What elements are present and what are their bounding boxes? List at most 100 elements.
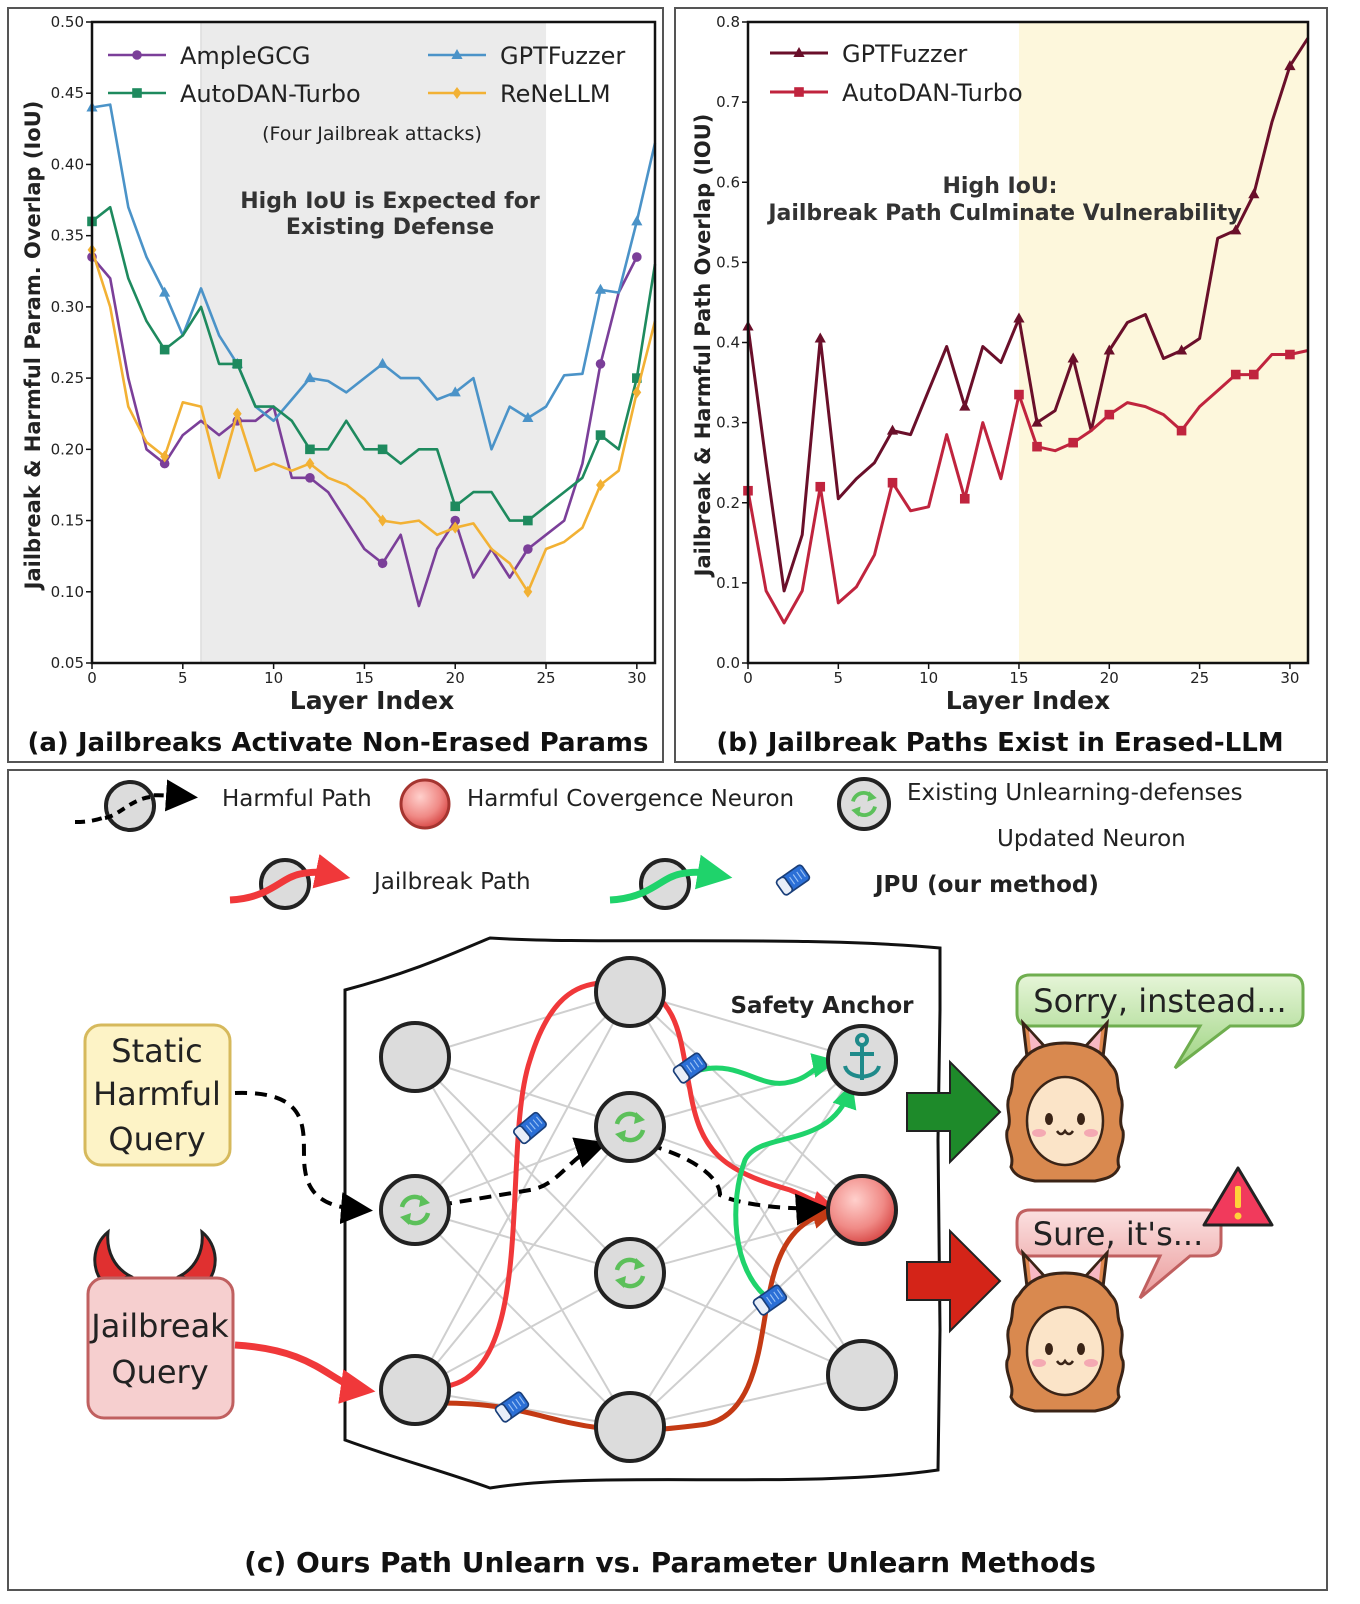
chart-b-xtick-label: 10: [919, 669, 938, 687]
harmful-path-2: [649, 1143, 828, 1226]
chart-b-ylabel: Jailbreak & Harmful Path Overlap (IOU): [691, 114, 715, 579]
chart-b-xtick-label: 20: [1100, 669, 1119, 687]
chart-a-legend-label-amplegcg: AmpleGCG: [180, 42, 310, 70]
static-query-line-2: Harmful: [93, 1075, 221, 1113]
safe-reply-bubble: Sorry, instead...: [1015, 973, 1305, 1070]
chart-a-highlight-region: [200, 22, 547, 663]
chart-b-point-autodan-turbo: [1014, 389, 1024, 400]
chart-a-point-autodan-turbo: [232, 359, 243, 369]
chart-b-ytick-label: 0.2: [716, 494, 740, 512]
jpu-path-1: [699, 1053, 838, 1086]
chart-a-ytick-label: 0.20: [51, 440, 84, 458]
legend-jailbreak-path: Jailbreak Path: [229, 854, 531, 910]
jailbreak-query-box: [86, 1276, 235, 1420]
legend-jpu: JPU (our method): [609, 854, 1099, 910]
chart-a-xtick-label: 25: [536, 669, 555, 687]
chart-a-point-renellm: [378, 514, 387, 527]
panel-a-caption: (a) Jailbreaks Activate Non-Erased Param…: [28, 728, 649, 758]
chart-a-ytick-label: 0.40: [51, 155, 84, 173]
chart-a-xlabel: Layer Index: [290, 686, 454, 715]
chart-a-point-autodan-turbo: [450, 501, 461, 512]
chart-a-point-amplegcg: [450, 515, 461, 526]
chart-b-point-gptfuzzer: [1175, 344, 1188, 355]
unsafe-output-arrow: [906, 1228, 1002, 1334]
jpu-path-2: [733, 1082, 857, 1302]
chart-a-point-amplegcg: [632, 252, 642, 262]
neuron-updated: [594, 1091, 666, 1163]
panel-b-caption: (b) Jailbreak Paths Exist in Erased-LLM: [716, 728, 1283, 758]
jailbreak-query-line-1: Jailbreak: [89, 1307, 229, 1345]
chart-b-point-gptfuzzer: [1230, 224, 1242, 235]
chart-a-point-renellm: [232, 407, 242, 420]
legend-harmful-path-label: Harmful Path: [222, 786, 372, 812]
chart-b-ytick-label: 0.6: [716, 173, 740, 191]
jailbreak-query-path: [234, 1341, 376, 1404]
chart-b-ytick-label: 0.3: [716, 414, 740, 432]
chart-b-xtick-label: 25: [1190, 669, 1209, 687]
chart-a-legend-marker-renellm: [452, 87, 462, 99]
chart-b-ytick-label: 0.8: [716, 13, 740, 31]
jailbreak-query-line-2: Query: [111, 1353, 208, 1391]
chart-b-legend-marker-gptfuzzer: [793, 47, 805, 57]
chart-a-point-gptfuzzer: [159, 286, 171, 297]
chart-a-legend-label-renellm: ReNeLLM: [500, 80, 611, 108]
chart-a-ytick-label: 0.10: [51, 583, 84, 601]
chart-b-ytick-label: 0.0: [716, 654, 740, 672]
chart-b-legend: GPTFuzzer AutoDAN-Turbo: [770, 40, 1023, 107]
chart-b-series-gptfuzzer: [746, 37, 1310, 593]
chart-a-point-gptfuzzer: [376, 357, 389, 368]
neuron: [594, 956, 666, 1028]
chart-b-point-autodan-turbo: [1104, 409, 1115, 420]
chart-b-point-autodan-turbo: [1068, 437, 1078, 448]
chart-b-ytick-label: 0.7: [716, 93, 740, 111]
chart-a-point-renellm: [632, 386, 642, 399]
chart-b-legend-marker-autodan-turbo: [794, 87, 804, 97]
legend-jpu-label: JPU (our method): [873, 872, 1099, 898]
chart-a-series-gptfuzzer: [91, 103, 657, 451]
chart-b-xtick-label: 15: [1009, 669, 1028, 687]
chart-b-series-autodan-turbo: [746, 349, 1309, 625]
static-query-line-1: Static: [111, 1032, 203, 1070]
panel-a-frame: [7, 7, 664, 763]
legend-jailbreak-path-label: Jailbreak Path: [372, 869, 531, 895]
chart-b-point-autodan-turbo: [1230, 369, 1241, 380]
safe-reply-text: Sorry, instead...: [1033, 982, 1286, 1020]
chart-b: 0 5 10 15 20 25 300.00.10.20.30.40.50.60.70.8 …: [691, 13, 1310, 758]
chart-a-point-renellm: [305, 457, 315, 470]
chart-a-point-autodan-turbo: [632, 373, 642, 383]
chart-b-point-autodan-turbo: [959, 493, 970, 504]
network-frame: [343, 936, 942, 1490]
chart-b-xtick-label: 30: [1280, 669, 1299, 687]
chart-b-point-gptfuzzer: [1067, 352, 1079, 363]
chart-b-point-autodan-turbo: [815, 481, 826, 492]
chart-a-point-renellm: [523, 585, 533, 598]
neuron: [826, 1339, 898, 1411]
chart-b-highlight-region: [1018, 22, 1308, 663]
chart-a-point-autodan-turbo: [305, 444, 315, 455]
chart-a-series-renellm: [90, 249, 657, 594]
chart-b-point-gptfuzzer: [814, 332, 826, 343]
chart-a-legend-marker-autodan-turbo: [132, 88, 142, 98]
chart-b-ytick-label: 0.1: [716, 574, 740, 592]
chart-a-point-autodan-turbo: [377, 444, 388, 455]
convergence-neuron: [826, 1174, 898, 1246]
chart-b-point-autodan-turbo: [1285, 349, 1295, 360]
chart-b-point-gptfuzzer: [1013, 312, 1025, 323]
neuron: [379, 1021, 451, 1093]
safety-anchor-label: Safety Anchor: [730, 993, 914, 1019]
chart-a-annotation: (Four Jailbreak attacks): [262, 123, 482, 145]
neuron-updated: [594, 1237, 666, 1309]
legend-existing-defense-label-2: Updated Neuron: [997, 826, 1186, 852]
chart-b-point-gptfuzzer: [1103, 344, 1115, 355]
eraser-icon: [774, 863, 812, 897]
chart-a-ytick-label: 0.05: [51, 654, 84, 672]
legend-convergence-neuron-label: Harmful Covergence Neuron: [467, 786, 794, 812]
chart-a-ytick-label: 0.45: [51, 84, 84, 102]
chart-a-point-autodan-turbo: [159, 344, 170, 355]
chart-a-legend-label-gptfuzzer: GPTFuzzer: [500, 42, 625, 70]
chart-a-xtick-label: 0: [87, 669, 97, 687]
chart-b-point-gptfuzzer: [1031, 416, 1043, 427]
chart-a-ytick-label: 0.15: [51, 512, 84, 530]
chart-a-series-autodan-turbo: [91, 205, 657, 522]
static-query-box: [83, 1023, 232, 1167]
